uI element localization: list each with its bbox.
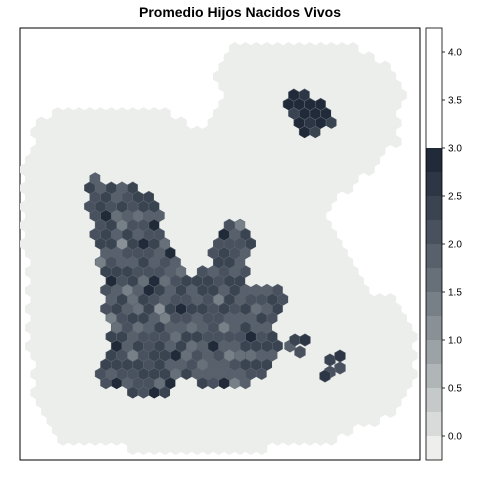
hex-cell	[341, 423, 354, 437]
hex-cell	[234, 441, 246, 456]
hex-cell	[325, 432, 338, 446]
colorbar-tick-label: 1.5	[448, 288, 462, 299]
colorbar-swatch	[426, 292, 442, 316]
hex-cell	[202, 441, 214, 456]
hex-cell	[363, 162, 375, 177]
colorbar-tick-label: 3.0	[448, 144, 462, 155]
colorbar-swatch	[426, 220, 442, 244]
hex-cell	[78, 432, 91, 446]
hex-cell	[319, 369, 331, 383]
colorbar-swatch	[426, 268, 442, 292]
hex-cell	[89, 432, 101, 446]
colorbar-swatch	[426, 172, 442, 196]
hex-cell	[272, 432, 284, 446]
hex-cell	[110, 432, 123, 446]
colorbar-tick-label: 0.5	[448, 384, 462, 395]
hex-cell	[334, 349, 346, 363]
hex-cell	[100, 432, 112, 446]
hex-cell	[159, 441, 171, 456]
colorbar-swatch	[426, 364, 442, 388]
hex-cell	[127, 441, 139, 456]
colorbar-swatch	[426, 340, 442, 364]
hex-cell	[255, 441, 268, 456]
hex-cell	[148, 441, 160, 456]
hex-cell	[299, 333, 311, 347]
colorbar-tick-label: 4.0	[448, 48, 462, 59]
hex-cell	[223, 441, 236, 456]
colorbar-tick-label: 0.0	[448, 432, 462, 443]
hex-cell	[170, 441, 182, 456]
colorbar-swatch	[426, 196, 442, 220]
hex-cell	[384, 404, 397, 418]
colorbar-swatch	[426, 412, 442, 436]
hex-cell	[57, 432, 69, 446]
colorbar-tick-label: 2.5	[448, 192, 462, 203]
hex-cell	[293, 432, 305, 446]
hex-cell	[282, 432, 295, 446]
hex-cell	[137, 441, 150, 456]
hex-cell	[368, 414, 381, 428]
colorbar-legend: 0.0 0.5 1.0 1.5 2.0 2.5 3.0 3.5 4.0	[425, 27, 462, 461]
hex-cell	[324, 353, 336, 367]
colorbar-swatch	[426, 388, 442, 412]
hexbin-layer	[20, 42, 418, 456]
colorbar-swatch	[426, 148, 442, 172]
hex-cell	[289, 333, 301, 347]
hex-cell	[213, 441, 225, 456]
hex-cell	[191, 441, 203, 456]
hex-cell	[341, 181, 354, 195]
chart-title: Promedio Hijos Nacidos Vivos	[139, 4, 341, 20]
colorbar-swatch	[426, 316, 442, 340]
colorbar-tick-label: 1.0	[448, 336, 462, 347]
hex-cell	[315, 432, 327, 446]
hex-cell	[390, 135, 402, 149]
hex-cell	[245, 441, 257, 456]
colorbar-swatch	[426, 436, 442, 460]
hex-cell	[357, 414, 370, 428]
colorbar-swatch	[426, 244, 442, 268]
colorbar-tick-label: 2.0	[448, 240, 462, 251]
hex-cell	[334, 361, 346, 375]
hex-cell	[304, 432, 316, 446]
hex-cell	[294, 345, 306, 359]
hex-cell	[68, 432, 80, 446]
hex-cell	[180, 441, 193, 456]
colorbar-tick-label: 3.5	[448, 96, 462, 107]
